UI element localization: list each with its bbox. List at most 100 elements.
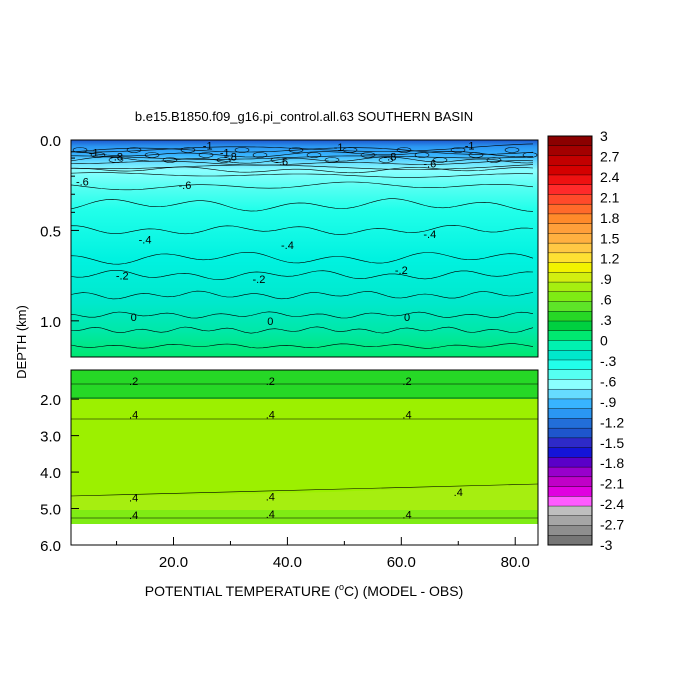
contour-line bbox=[71, 150, 534, 158]
contour-eddy bbox=[72, 147, 88, 153]
contour-label: .4 bbox=[402, 510, 411, 522]
contour-eddy bbox=[108, 157, 124, 163]
colorbar-label: -1.2 bbox=[600, 414, 624, 430]
colorbar-segment bbox=[547, 174, 593, 186]
colorbar-segment bbox=[547, 408, 593, 419]
colorbar-segment bbox=[547, 496, 593, 507]
contour-eddy bbox=[126, 147, 142, 153]
colorbar-label: 1.5 bbox=[600, 230, 620, 246]
lower-panel: .2 .2 .2 .4 .4 .4 .4 .4 .4 .4 .4 .4 bbox=[71, 370, 538, 545]
colorbar-segment bbox=[547, 535, 593, 546]
colorbar-segment bbox=[547, 301, 593, 312]
colorbar-label: 2.1 bbox=[600, 189, 620, 205]
colorbar-segment bbox=[547, 515, 593, 527]
contour-label: 0 bbox=[267, 316, 273, 328]
lower-band-top bbox=[71, 370, 538, 400]
colorbar-segment bbox=[547, 252, 593, 264]
upper-panel: -1 -1 -1-1 -1-.8 -.8 -.8-.6 -.6-.6 -.6-.4 -.4-.4… bbox=[71, 140, 538, 357]
contour-label: .4 bbox=[129, 510, 138, 522]
colorbar-segment bbox=[547, 525, 593, 536]
colorbar-segment bbox=[547, 447, 593, 458]
x-axis-label-degree: o bbox=[339, 582, 344, 592]
colorbar-segment bbox=[547, 233, 593, 244]
contour-label: -1 bbox=[220, 148, 230, 160]
contour-eddy bbox=[486, 157, 502, 163]
contour-eddy bbox=[306, 152, 322, 158]
colorbar-segment bbox=[547, 359, 593, 371]
colorbar-segment bbox=[547, 457, 593, 468]
contour-eddy bbox=[396, 147, 412, 153]
lower-contour-lines bbox=[71, 383, 538, 519]
contour-eddy bbox=[216, 157, 232, 163]
colorbar-segment bbox=[547, 262, 593, 273]
colorbar-segment bbox=[547, 145, 593, 156]
contour-line bbox=[71, 147, 534, 155]
colorbar-segment bbox=[547, 135, 593, 147]
colorbar-label: -2.1 bbox=[600, 476, 624, 492]
colorbar-segment bbox=[547, 194, 593, 205]
contour-label: -1 bbox=[465, 140, 475, 152]
contour-line bbox=[71, 164, 534, 170]
y-tick-label-lower: 3.0 bbox=[40, 429, 61, 446]
contour-label: -.2 bbox=[253, 274, 266, 286]
contour-label: -.4 bbox=[423, 229, 436, 241]
contour-line bbox=[71, 290, 534, 300]
contour-line bbox=[71, 181, 534, 191]
x-tick-label: 20.0 bbox=[159, 554, 188, 571]
contour-eddy bbox=[522, 152, 538, 158]
contour-line bbox=[71, 270, 534, 280]
contour-label: 0 bbox=[404, 312, 410, 324]
x-tick-label: 80.0 bbox=[501, 554, 530, 571]
contour-line bbox=[71, 160, 534, 166]
colorbar-segment bbox=[547, 437, 593, 449]
colorbar-segment bbox=[547, 388, 593, 400]
contour-label: .4 bbox=[129, 409, 138, 421]
colorbar-label: 1.8 bbox=[600, 210, 620, 226]
contour-eddy bbox=[180, 147, 196, 153]
contour-label: .2 bbox=[266, 376, 275, 388]
colorbar-segment bbox=[547, 398, 593, 410]
contour-label: -.8 bbox=[384, 151, 397, 163]
x-axis-label-suffix: C) (MODEL - OBS) bbox=[344, 583, 463, 599]
x-tick-label: 60.0 bbox=[387, 554, 416, 571]
colorbar-label: -.9 bbox=[600, 394, 617, 410]
contour-line bbox=[71, 172, 534, 178]
colorbar-segment bbox=[547, 418, 593, 429]
colorbar-label: 3 bbox=[600, 128, 608, 144]
y-axis-label: DEPTH (km) bbox=[14, 305, 29, 379]
colorbar-segment bbox=[547, 311, 593, 322]
colorbar-segment bbox=[547, 486, 593, 497]
contour-label: .4 bbox=[129, 493, 138, 505]
contour-label: -.6 bbox=[423, 159, 436, 171]
upper-contour-labels: -1 -1 -1-1 -1-.8 -.8 -.8-.6 -.6-.6 -.6-.4 -.4-.4… bbox=[76, 140, 475, 327]
colorbar-label: 2.7 bbox=[600, 148, 620, 164]
colorbar-label: .9 bbox=[600, 271, 612, 287]
colorbar-segment bbox=[547, 203, 593, 215]
colorbar-label: -3 bbox=[600, 537, 613, 553]
colorbar-segment bbox=[547, 350, 593, 361]
colorbar-label: .3 bbox=[600, 312, 612, 328]
colorbar-segment bbox=[547, 369, 593, 380]
colorbar-frame bbox=[547, 135, 593, 546]
y-tick-label-upper: 0.0 bbox=[40, 133, 61, 150]
contour-label: -.2 bbox=[116, 271, 129, 283]
x-axis-label: POTENTIAL TEMPERATURE (oC) (MODEL - OBS) bbox=[145, 582, 464, 599]
contour-line bbox=[71, 343, 534, 349]
contour-label: -1 bbox=[334, 142, 344, 154]
y-tick-label-upper: 0.5 bbox=[40, 223, 61, 240]
colorbar-segment bbox=[547, 427, 593, 439]
x-tick-label: 40.0 bbox=[273, 554, 302, 571]
lower-nodata bbox=[71, 524, 538, 545]
chart-title: b.e15.B1850.f09_g16.pi_control.all.63 SO… bbox=[135, 109, 473, 124]
contour-label: .4 bbox=[266, 509, 275, 521]
colorbar-segment bbox=[547, 155, 593, 166]
contour-label: .2 bbox=[129, 376, 138, 388]
contour-label: 0 bbox=[131, 312, 137, 324]
contour-eddy bbox=[252, 152, 268, 158]
lower-contour-labels: .2 .2 .2 .4 .4 .4 .4 .4 .4 .4 .4 .4 bbox=[129, 376, 463, 522]
colorbar-segment bbox=[547, 213, 593, 225]
y-tick-label-lower: 6.0 bbox=[40, 538, 61, 555]
colorbar-labels: 3 2.7 2.4 2.1 1.8 1.5 1.2 .9 .6 .3 0 -.3 -.6 -.9 -1.2 -… bbox=[600, 128, 624, 553]
contour-label: -.8 bbox=[224, 151, 237, 163]
